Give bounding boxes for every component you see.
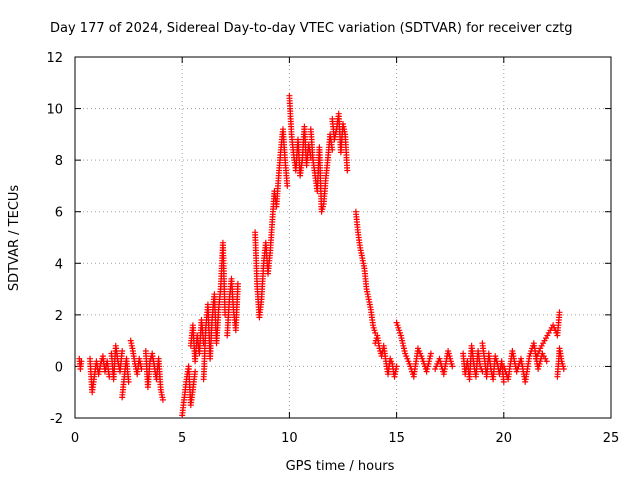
x-tick-label: 20 (496, 431, 513, 446)
data-point (449, 363, 456, 370)
data-point (427, 350, 434, 357)
data-point (284, 182, 291, 189)
data-point (138, 366, 145, 372)
data-points (76, 92, 567, 419)
data-point (560, 366, 567, 372)
y-tick-label: 6 (55, 206, 63, 221)
data-point (393, 363, 400, 370)
y-axis-label: SDTVAR / TECUs (7, 185, 22, 292)
y-tick-label: 12 (46, 51, 63, 66)
data-point (78, 358, 85, 365)
grid (75, 57, 611, 418)
data-point (119, 348, 126, 354)
data-point (192, 368, 199, 375)
x-tick-label: 25 (603, 431, 620, 446)
data-point (556, 309, 563, 316)
y-tick-label: -2 (50, 412, 63, 427)
x-axis-label: GPS time / hours (286, 459, 395, 474)
x-tick-label: 10 (281, 431, 298, 446)
data-point (234, 280, 241, 287)
y-tick-label: 4 (55, 257, 63, 272)
data-point (329, 146, 336, 153)
data-point (500, 378, 507, 385)
data-point (344, 167, 351, 174)
y-tick-label: 10 (46, 103, 63, 118)
x-tick-label: 15 (388, 431, 405, 446)
chart-title: Day 177 of 2024, Sidereal Day-to-day VTE… (50, 21, 572, 36)
data-point (125, 378, 132, 385)
axis-ticks: 0 5 10 15 20 25 -2 0 2 4 6 8 10 12 (46, 51, 619, 446)
plot-frame (74, 56, 612, 419)
x-tick-label: 0 (71, 431, 79, 446)
y-tick-label: 0 (55, 360, 63, 375)
y-tick-label: 8 (55, 154, 63, 169)
data-point (543, 358, 550, 365)
x-tick-label: 5 (178, 431, 186, 446)
data-point (159, 396, 166, 403)
y-tick-label: 2 (55, 309, 63, 324)
